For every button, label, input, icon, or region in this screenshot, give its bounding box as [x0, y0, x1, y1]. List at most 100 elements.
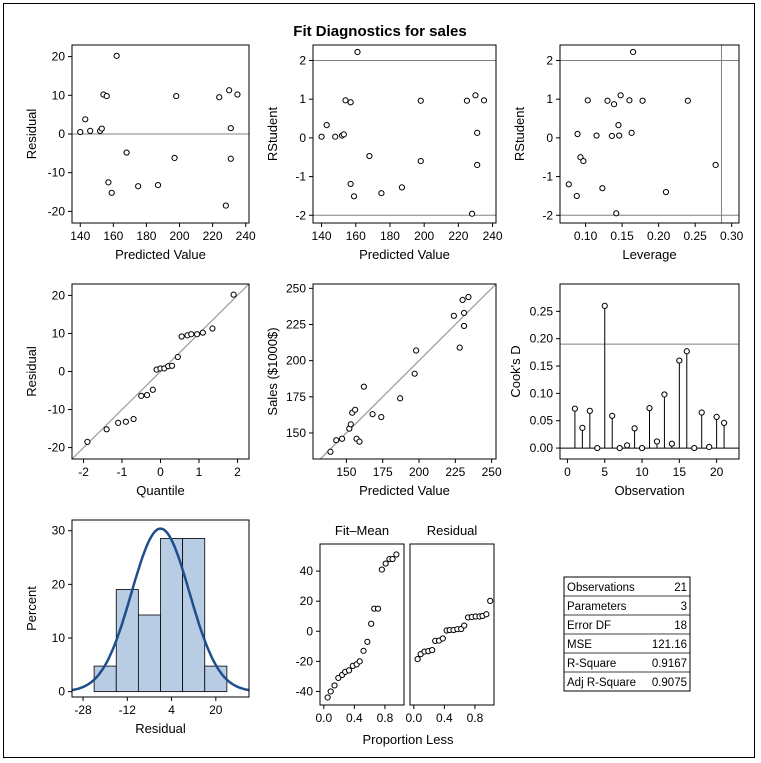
- y-tick-label: 0.05: [530, 414, 554, 428]
- data-point: [565, 181, 572, 188]
- panel-title: Residual: [427, 523, 478, 538]
- data-point: [360, 383, 367, 390]
- stats-value: 0.9075: [652, 677, 687, 689]
- stats-label: Parameters: [567, 601, 627, 613]
- x-tick-label: 240: [236, 229, 256, 243]
- y-tick-label: 40: [300, 564, 314, 578]
- stats-value: 3: [681, 601, 687, 613]
- data-point: [174, 353, 181, 361]
- needle-point: [706, 443, 713, 451]
- data-point: [366, 152, 373, 160]
- data-point: [149, 386, 156, 393]
- data-point: [333, 437, 340, 444]
- x-tick-label: 0.30: [720, 229, 744, 243]
- stats-value: 18: [674, 620, 687, 632]
- data-point: [230, 291, 237, 298]
- x-tick-label: 0: [564, 465, 571, 479]
- data-point: [474, 129, 481, 136]
- plot-area-residual_hist: [72, 527, 249, 693]
- data-point: [610, 101, 618, 108]
- data-point: [483, 611, 490, 618]
- x-tick-label: 20: [209, 703, 223, 717]
- data-point: [397, 395, 404, 402]
- y-tick-label: 10: [52, 88, 66, 102]
- x-tick-label: 180: [380, 229, 400, 243]
- data-point: [617, 92, 624, 99]
- x-tick-label: 200: [414, 229, 434, 243]
- y-axis-label: Percent: [24, 586, 39, 631]
- stats-label: Observations: [567, 582, 635, 594]
- data-point: [209, 325, 216, 332]
- needle-point: [638, 444, 646, 452]
- data-point: [130, 415, 137, 423]
- plot-frame: [312, 44, 497, 224]
- plot-frame: [319, 543, 405, 706]
- x-axis-label: Predicted Value: [115, 247, 206, 262]
- plot-frame: [559, 44, 740, 224]
- y-tick-label: -20: [48, 441, 66, 455]
- plot-frame: [559, 283, 740, 460]
- needle-point: [646, 405, 653, 412]
- stats-value: 21: [674, 582, 687, 594]
- data-point: [389, 555, 396, 563]
- x-axis-label: Predicted Value: [359, 483, 450, 498]
- needle-point: [713, 413, 720, 420]
- x-tick-label: 0.0: [315, 711, 332, 725]
- x-tick-label: 0.10: [574, 229, 598, 243]
- data-point: [460, 309, 468, 317]
- data-point: [487, 597, 494, 604]
- y-axis-label: Sales ($1000$): [265, 327, 280, 415]
- needle-point: [631, 425, 638, 432]
- data-point: [123, 149, 130, 156]
- data-point: [439, 635, 446, 642]
- data-point: [138, 392, 145, 399]
- data-point: [465, 293, 472, 301]
- histogram-bar: [137, 614, 161, 693]
- y-tick-label: 0.20: [530, 332, 554, 346]
- data-point: [626, 97, 633, 104]
- data-point: [684, 97, 691, 104]
- data-point: [369, 411, 376, 418]
- y-axis-label: RStudent: [265, 107, 280, 162]
- x-tick-label: 150: [336, 465, 356, 479]
- y-tick-label: 20: [52, 50, 66, 64]
- x-tick-label: 0.25: [683, 229, 707, 243]
- data-point: [122, 418, 129, 425]
- x-tick-label: 140: [312, 229, 332, 243]
- y-tick-label: 20: [300, 594, 314, 608]
- x-tick-label: 20: [710, 465, 724, 479]
- data-point: [599, 185, 606, 192]
- data-point: [318, 133, 325, 140]
- data-point: [628, 129, 635, 136]
- data-point: [456, 344, 463, 351]
- x-tick-label: 10: [635, 465, 649, 479]
- needle-point: [676, 357, 683, 364]
- data-point: [87, 127, 94, 135]
- data-point: [629, 48, 637, 56]
- y-tick-label: 0.15: [530, 359, 554, 373]
- plot-area-rstudent_vs_leverage: [560, 45, 739, 223]
- data-point: [331, 682, 338, 689]
- data-point: [615, 122, 622, 129]
- needle-point: [579, 424, 586, 431]
- plot-fit_mean: 0.0 0.4 0.8 -40 -20 0 20 40 Fit–Mean: [296, 523, 405, 725]
- needle-point: [616, 444, 623, 452]
- data-point: [459, 296, 466, 304]
- plot-area-qq_plot: [72, 284, 249, 459]
- plot-residual_hist: -28 -12 4 20 0 10 20 30 Residual Percent: [24, 519, 250, 736]
- y-axis-label: RStudent: [512, 107, 527, 162]
- data-point: [573, 192, 580, 200]
- y-tick-label: 0.25: [530, 304, 554, 318]
- data-point: [382, 560, 389, 567]
- data-point: [234, 91, 241, 98]
- x-tick-label: 180: [136, 229, 156, 243]
- y-tick-label: -1: [542, 170, 553, 184]
- x-tick-label: -12: [119, 703, 137, 717]
- data-point: [712, 161, 719, 169]
- y-axis-label: Cook's D: [508, 345, 523, 397]
- y-tick-label: 20: [52, 288, 66, 302]
- y-tick-label: -2: [295, 208, 306, 222]
- y-tick-label: 0.00: [530, 441, 554, 455]
- data-point: [98, 125, 105, 132]
- x-tick-label: -1: [117, 465, 128, 479]
